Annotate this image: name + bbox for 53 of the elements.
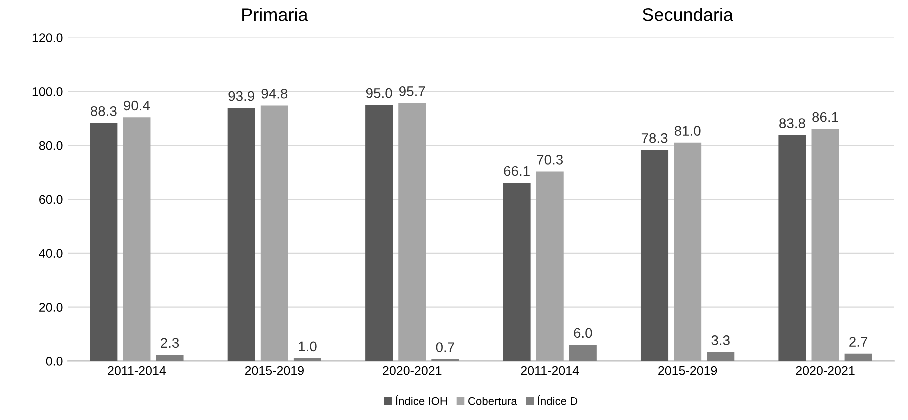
x-tick-label: 2020-2021 <box>383 366 442 376</box>
data-label: 3.3 <box>712 336 730 346</box>
x-tick-label: 2011-2014 <box>108 366 166 376</box>
legend-label: Cobertura <box>468 397 518 406</box>
data-label: 0.7 <box>436 342 454 352</box>
data-label: 88.3 <box>90 106 117 116</box>
y-tick-label: 100.0 <box>32 88 63 96</box>
bar <box>260 106 288 362</box>
data-label: 6.0 <box>574 328 592 338</box>
data-label: 94.8 <box>262 88 288 99</box>
y-tick-label: 60.0 <box>40 195 63 204</box>
bar <box>536 172 564 362</box>
bar <box>844 354 872 362</box>
data-label: 78.3 <box>642 133 668 144</box>
legend-label: Índice IOH <box>396 395 448 406</box>
data-label: 2.3 <box>161 338 180 348</box>
bar <box>123 118 151 362</box>
bar <box>398 103 426 362</box>
bar <box>90 123 118 362</box>
data-label: 66.1 <box>504 166 530 176</box>
data-label: 83.8 <box>780 118 806 128</box>
text: Secundaria <box>642 8 734 22</box>
bar <box>778 135 806 362</box>
data-label: 1.0 <box>299 342 317 352</box>
y-tick-label: 20.0 <box>40 303 63 312</box>
legend-label: Índice D <box>538 395 578 406</box>
data-label: 93.9 <box>228 91 254 102</box>
data-label: 90.4 <box>124 100 150 111</box>
bar <box>707 352 735 362</box>
bar <box>294 358 322 362</box>
bar <box>503 183 531 362</box>
y-tick-label: 80.0 <box>39 141 63 150</box>
bar <box>640 150 669 362</box>
x-tick-label: 2020-2021 <box>796 366 855 376</box>
data-label: 86.1 <box>812 112 838 122</box>
bar <box>812 129 840 362</box>
bar <box>674 142 702 362</box>
y-tick-label: 120.0 <box>32 34 63 42</box>
data-label: 95.0 <box>366 88 392 98</box>
bar <box>156 355 184 362</box>
bar <box>569 345 597 362</box>
x-tick-label: 2015-2019 <box>245 366 304 376</box>
data-label: 95.7 <box>400 86 426 96</box>
x-tick-label: 2015-2019 <box>658 366 718 376</box>
data-label: 2.7 <box>850 337 868 347</box>
bar <box>228 108 256 362</box>
text: Primaria <box>242 8 308 22</box>
y-tick-label: 0.0 <box>46 357 63 366</box>
bar <box>366 105 394 362</box>
y-tick-label: 40.0 <box>39 249 63 258</box>
data-label: 70.3 <box>537 154 564 165</box>
x-tick-label: 2011-2014 <box>521 366 580 376</box>
data-label: 81.0 <box>674 126 701 136</box>
